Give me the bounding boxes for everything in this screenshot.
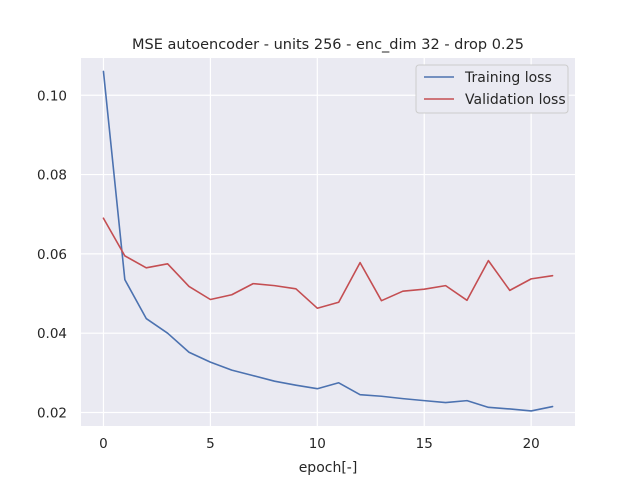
x-tick-label: 20: [523, 436, 540, 452]
x-tick-label: 5: [206, 436, 215, 452]
x-tick-label: 10: [309, 436, 326, 452]
y-tick-label: 0.02: [37, 406, 67, 422]
legend-label-training: Training loss: [464, 70, 552, 86]
legend-label-validation: Validation loss: [465, 92, 566, 108]
x-tick-label: 15: [416, 436, 433, 452]
legend: Training loss Validation loss: [415, 64, 569, 114]
series-line-validation-loss: [102, 217, 554, 310]
grid-layer: [81, 58, 575, 426]
plot-area: [81, 58, 575, 426]
y-tick-label: 0.10: [37, 88, 67, 104]
series-line-training-loss: [102, 70, 554, 412]
ticks-layer: 0 5 10 15 20 0.02 0.04 0.06 0.08 0.10: [37, 88, 540, 452]
y-tick-label: 0.04: [37, 326, 67, 342]
x-axis-label: epoch[-]: [299, 460, 358, 476]
x-tick-label: 0: [99, 436, 108, 452]
series-layer: [102, 70, 554, 412]
y-tick-label: 0.06: [37, 247, 67, 263]
y-tick-label: 0.08: [37, 168, 67, 184]
chart-title: MSE autoencoder - units 256 - enc_dim 32…: [132, 37, 524, 53]
